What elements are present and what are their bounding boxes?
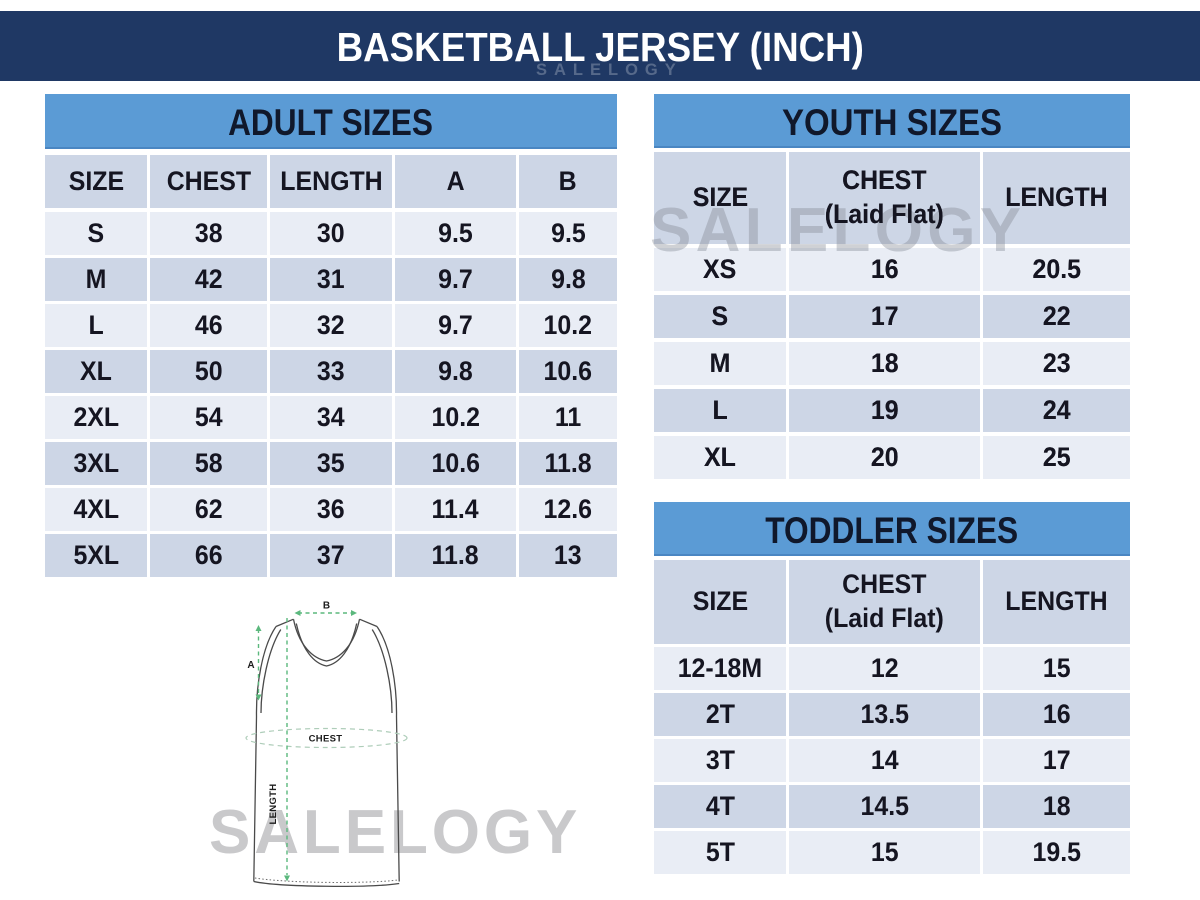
- svg-text:CHEST: CHEST: [309, 734, 343, 745]
- svg-text:LENGTH: LENGTH: [268, 784, 279, 825]
- svg-text:A: A: [247, 660, 254, 671]
- svg-text:B: B: [323, 601, 330, 612]
